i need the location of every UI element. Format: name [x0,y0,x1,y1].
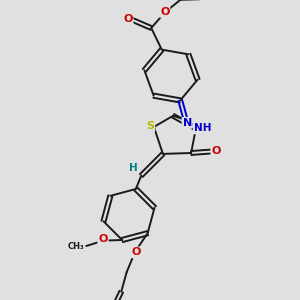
Text: H: H [128,163,137,173]
Text: NH: NH [194,123,211,134]
Text: S: S [146,121,154,131]
Text: N: N [182,118,192,128]
Text: O: O [160,7,170,17]
Text: O: O [123,14,133,24]
Text: O: O [132,248,141,257]
Text: CH₃: CH₃ [68,242,85,250]
Text: O: O [98,234,108,244]
Text: O: O [211,146,221,157]
